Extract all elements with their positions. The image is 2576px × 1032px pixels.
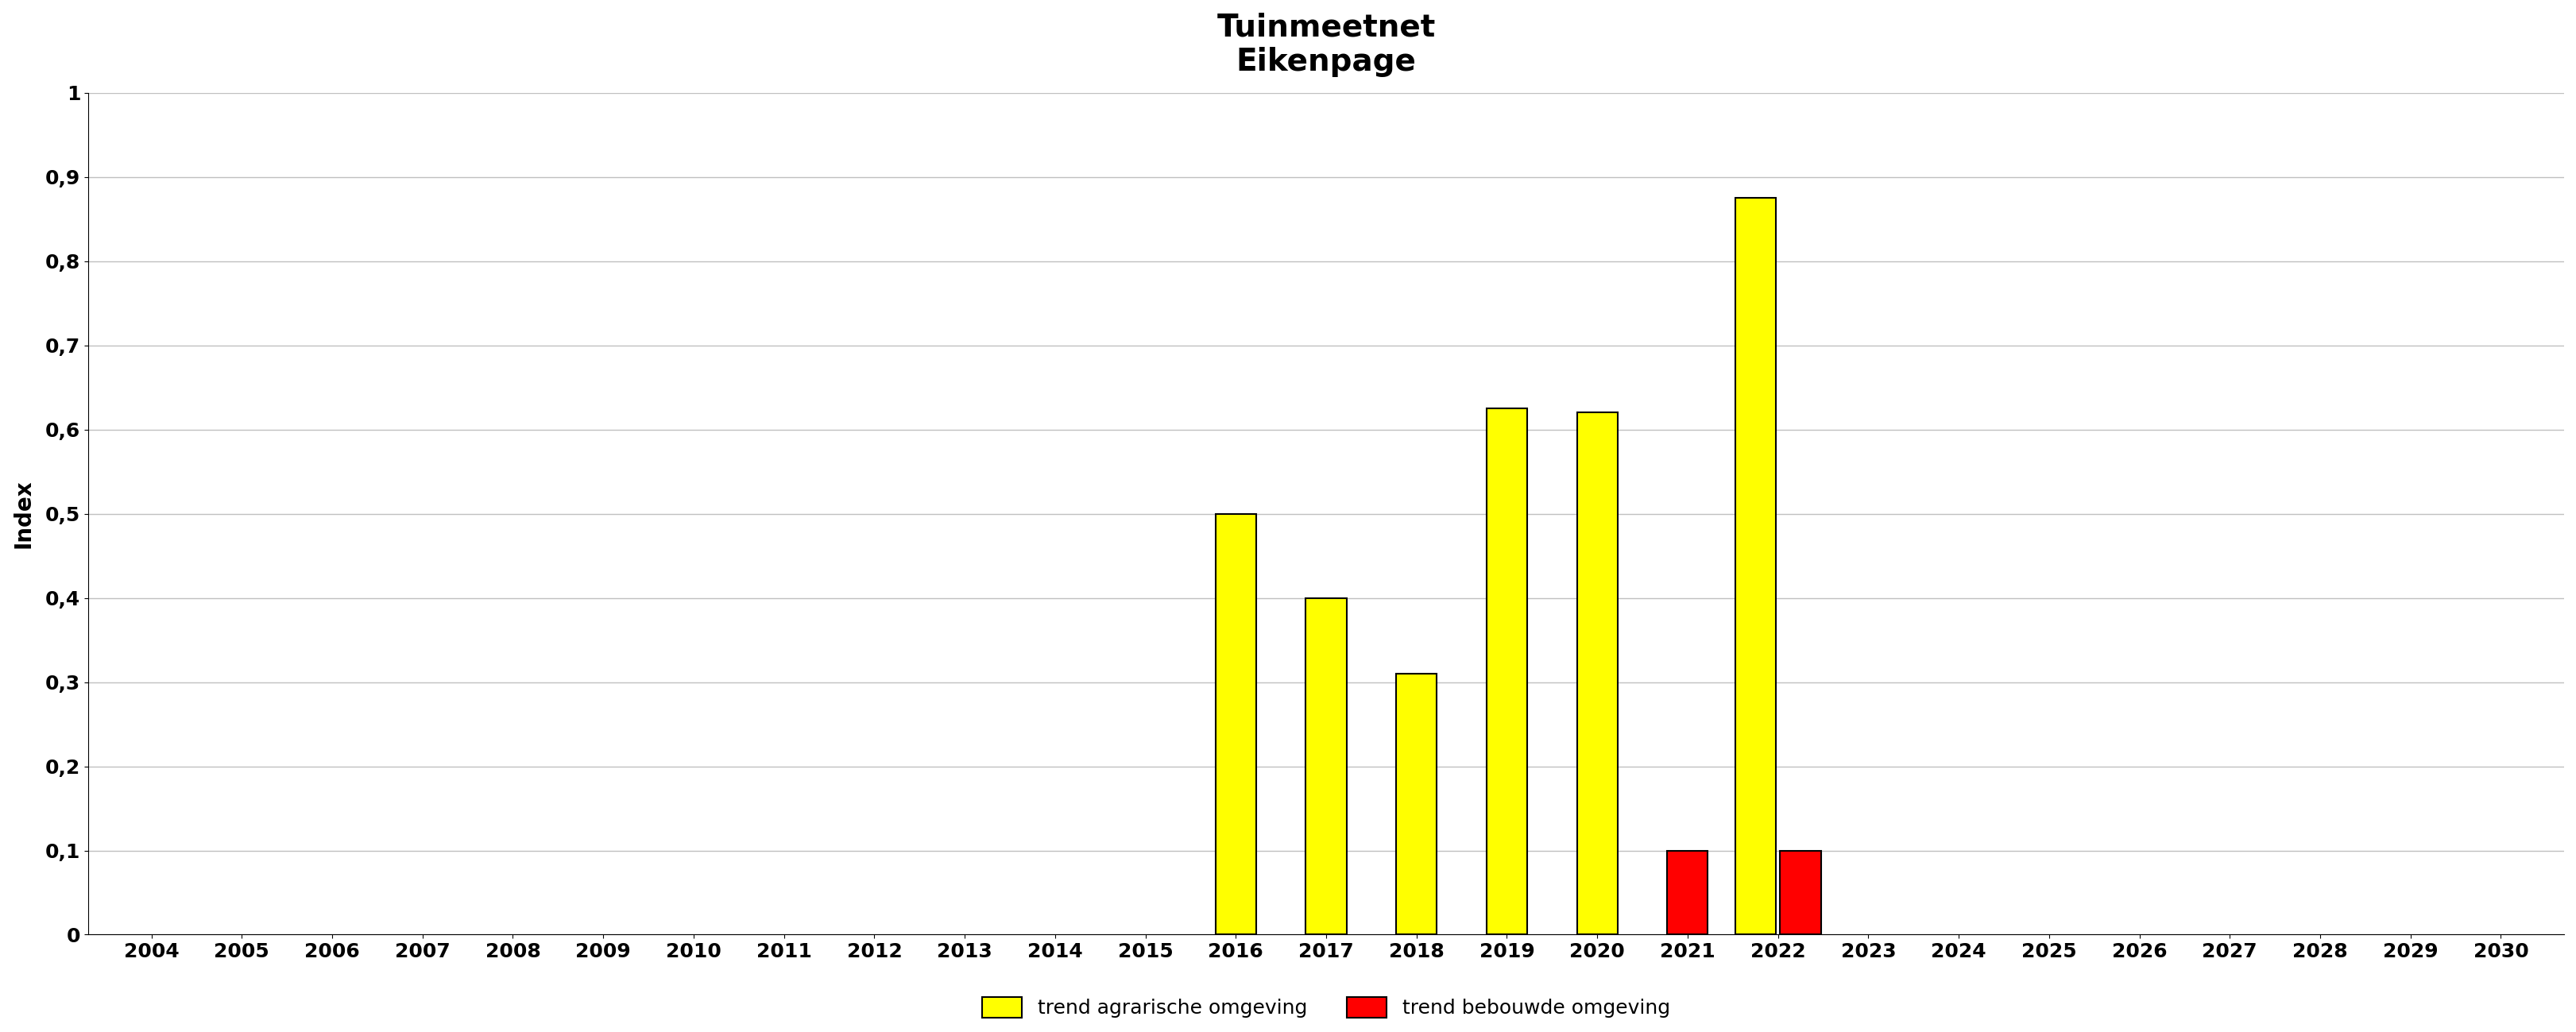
Y-axis label: Index: Index xyxy=(13,479,33,548)
Bar xyxy=(1306,598,1347,935)
Bar xyxy=(1216,514,1257,935)
Bar xyxy=(1736,198,1775,935)
Title: Tuinmeetnet
Eikenpage: Tuinmeetnet Eikenpage xyxy=(1216,12,1435,77)
Bar xyxy=(1577,413,1618,935)
Bar xyxy=(1486,409,1528,935)
Bar xyxy=(1780,850,1821,935)
Bar xyxy=(1396,674,1437,935)
Bar xyxy=(1667,850,1708,935)
Legend: trend agrarische omgeving, trend bebouwde omgeving: trend agrarische omgeving, trend bebouwd… xyxy=(974,989,1680,1026)
